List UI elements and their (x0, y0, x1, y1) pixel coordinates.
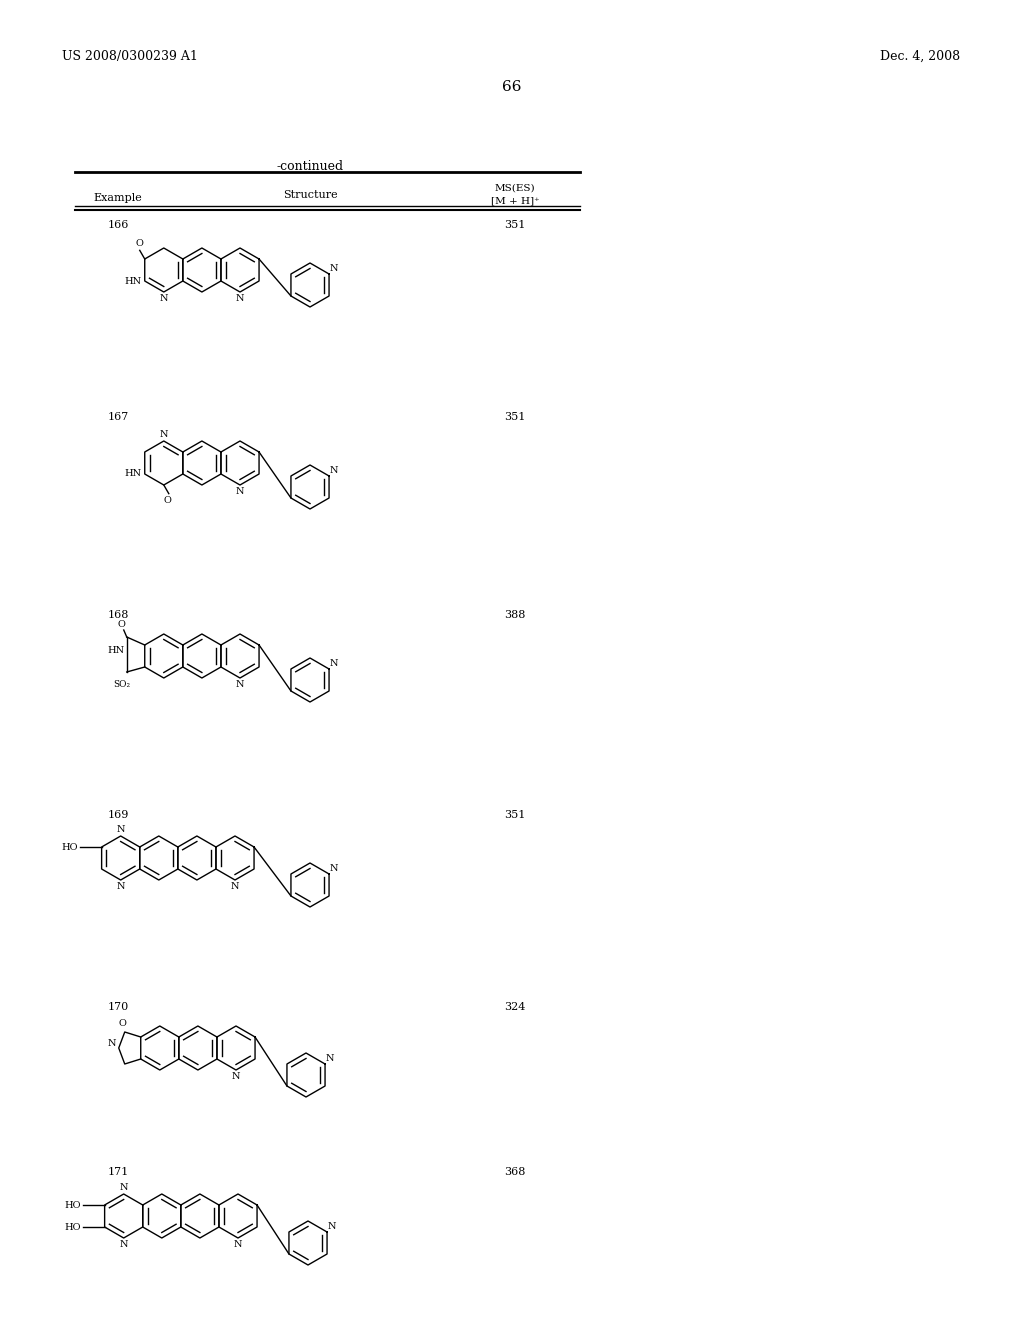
Text: HO: HO (61, 842, 78, 851)
Text: Example: Example (93, 193, 142, 203)
Text: N: N (330, 659, 339, 668)
Text: HN: HN (125, 470, 141, 479)
Text: US 2008/0300239 A1: US 2008/0300239 A1 (62, 50, 198, 63)
Text: HO: HO (65, 1200, 81, 1209)
Text: N: N (330, 466, 339, 475)
Text: 388: 388 (504, 610, 525, 620)
Text: 169: 169 (108, 810, 129, 820)
Text: N: N (117, 825, 125, 834)
Text: -continued: -continued (276, 160, 344, 173)
Text: N: N (330, 865, 339, 873)
Text: [M + H]⁺: [M + H]⁺ (490, 195, 540, 205)
Text: HN: HN (125, 276, 141, 285)
Text: O: O (136, 239, 143, 248)
Text: 171: 171 (108, 1167, 129, 1177)
Text: SO₂: SO₂ (114, 680, 130, 689)
Text: 351: 351 (504, 220, 525, 230)
Text: N: N (230, 882, 240, 891)
Text: 167: 167 (108, 412, 129, 422)
Text: O: O (164, 496, 172, 504)
Text: N: N (117, 882, 125, 891)
Text: N: N (160, 294, 168, 304)
Text: N: N (233, 1239, 243, 1249)
Text: N: N (328, 1222, 337, 1232)
Text: 170: 170 (108, 1002, 129, 1012)
Text: N: N (231, 1072, 241, 1081)
Text: N: N (120, 1239, 128, 1249)
Text: Dec. 4, 2008: Dec. 4, 2008 (880, 50, 961, 63)
Text: N: N (326, 1053, 335, 1063)
Text: N: N (330, 264, 339, 273)
Text: N: N (108, 1040, 116, 1048)
Text: 168: 168 (108, 610, 129, 620)
Text: N: N (236, 680, 245, 689)
Text: O: O (118, 620, 126, 630)
Text: 166: 166 (108, 220, 129, 230)
Text: N: N (236, 294, 245, 304)
Text: MS(ES): MS(ES) (495, 183, 536, 193)
Text: Structure: Structure (283, 190, 337, 201)
Text: 324: 324 (504, 1002, 525, 1012)
Text: O: O (119, 1019, 127, 1028)
Text: HO: HO (65, 1222, 81, 1232)
Text: N: N (236, 487, 245, 496)
Text: 351: 351 (504, 412, 525, 422)
Text: 66: 66 (502, 81, 522, 94)
Text: 368: 368 (504, 1167, 525, 1177)
Text: 351: 351 (504, 810, 525, 820)
Text: N: N (160, 430, 168, 440)
Text: HN: HN (108, 645, 125, 655)
Text: N: N (120, 1183, 128, 1192)
